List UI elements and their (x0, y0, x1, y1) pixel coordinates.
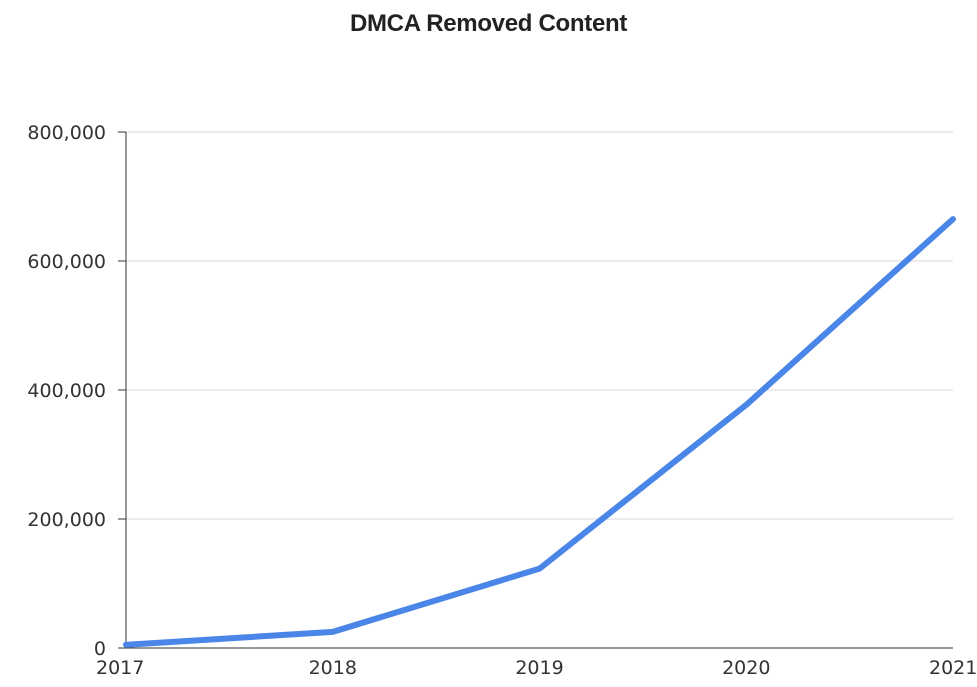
tick-labels: 0 200,000 400,000 600,000 800,000 2017 2018 201… (27, 122, 977, 679)
data-point (745, 404, 747, 406)
axes (118, 131, 953, 649)
x-tick-label: 2019 (515, 657, 563, 679)
data-point (952, 218, 954, 220)
data-point (539, 568, 540, 570)
y-tick-label: 0 (94, 638, 106, 660)
y-tick-label: 400,000 (27, 380, 106, 402)
x-tick-label: 2017 (96, 657, 144, 679)
x-tick-label: 2020 (722, 657, 770, 679)
series-line (123, 216, 956, 648)
y-tick-label: 200,000 (27, 509, 106, 531)
chart-title: DMCA Removed Content (349, 10, 628, 37)
x-tick-label: 2021 (929, 657, 977, 679)
gridlines (126, 131, 953, 520)
y-tick-label: 800,000 (27, 122, 106, 144)
series (123, 216, 956, 648)
data-point (125, 644, 127, 646)
y-tick-label: 600,000 (27, 251, 106, 273)
x-tick-label: 2018 (309, 657, 357, 679)
data-point (332, 631, 334, 633)
